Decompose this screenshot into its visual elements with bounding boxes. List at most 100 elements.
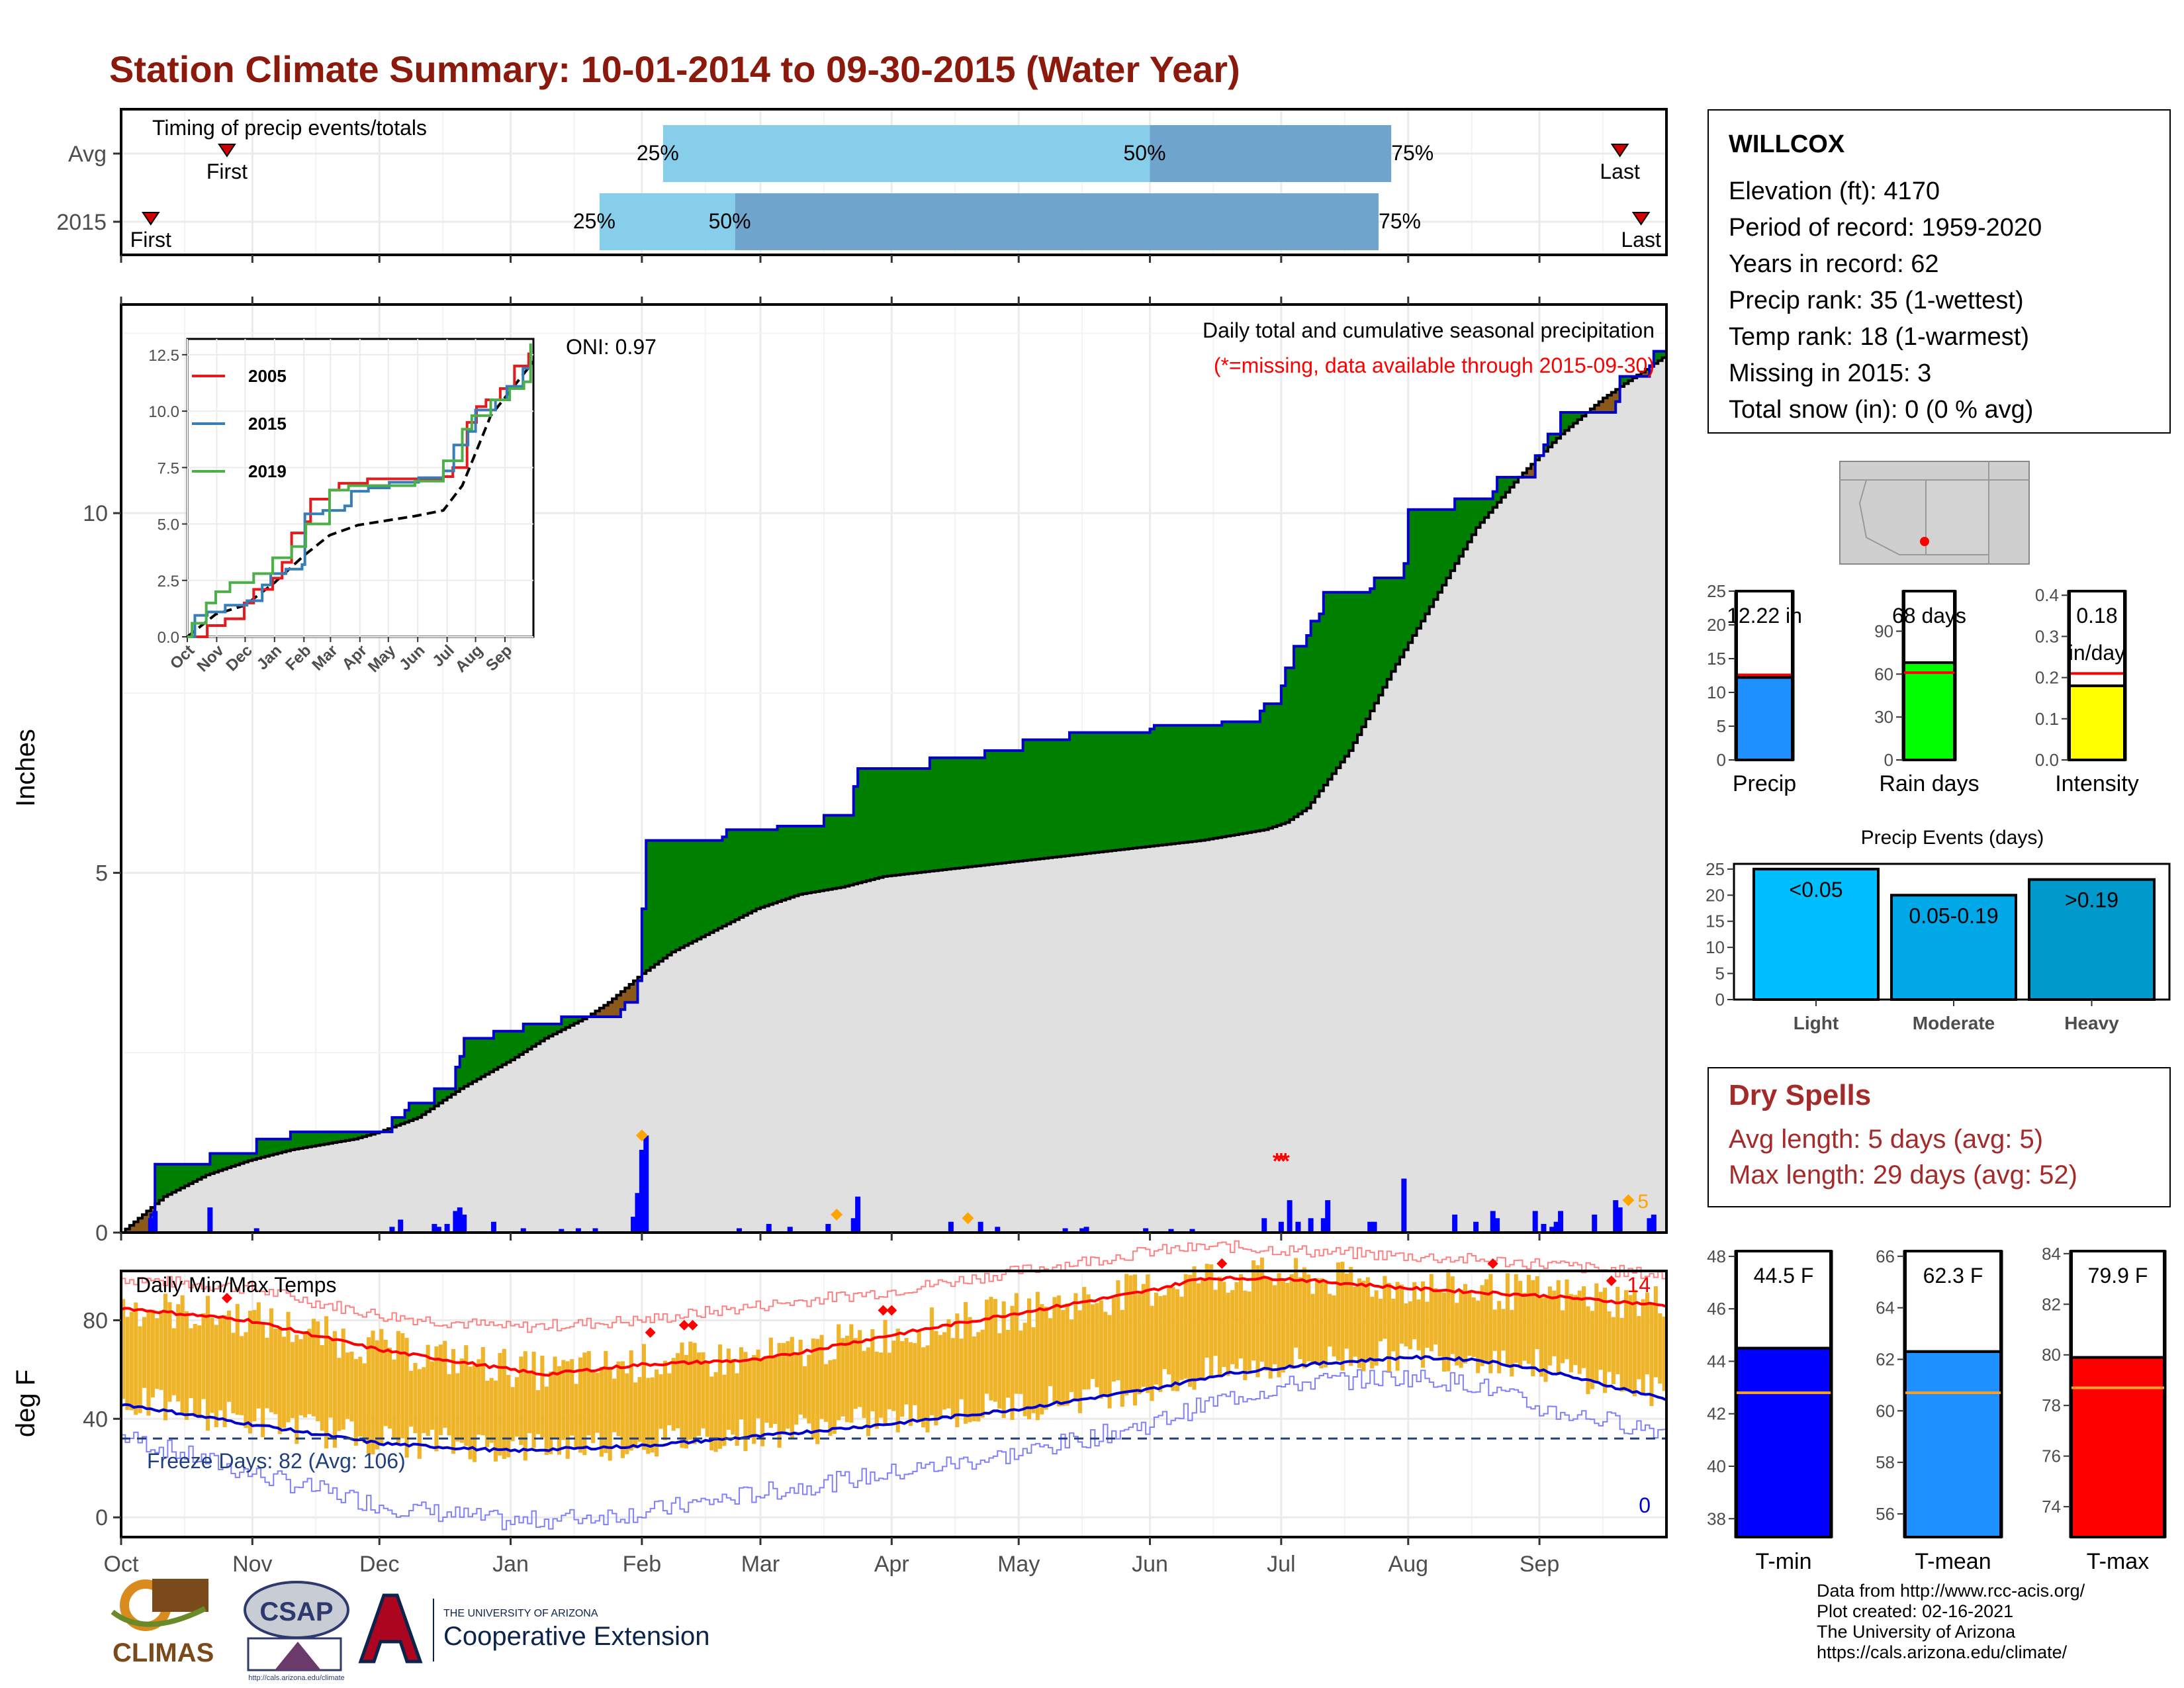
precip-above-avg-fill bbox=[781, 825, 786, 900]
temp-daily-bar bbox=[328, 1338, 333, 1418]
temp-daily-bar bbox=[163, 1293, 168, 1421]
temp-daily-bar bbox=[718, 1344, 723, 1449]
climas-swoosh-icon bbox=[111, 1606, 206, 1627]
temp-daily-bar bbox=[1234, 1282, 1239, 1369]
dry-spells-box: Dry Spells Avg length: 5 days (avg: 5) M… bbox=[1707, 1067, 2171, 1207]
temp-daily-bar bbox=[222, 1315, 227, 1427]
temp-daily-bar bbox=[341, 1329, 345, 1430]
precip-above-avg-fill bbox=[201, 1164, 206, 1178]
precip-above-avg-fill bbox=[1535, 455, 1540, 460]
precip-above-avg-fill bbox=[870, 769, 876, 880]
precip-total-y-tick-label: 5 bbox=[1717, 716, 1726, 736]
precip-above-avg-fill bbox=[277, 1139, 283, 1153]
temp-daily-bar bbox=[1404, 1303, 1408, 1346]
precip-above-avg-fill bbox=[1226, 722, 1231, 837]
temp-record-high-marker bbox=[678, 1319, 690, 1331]
temp-daily-bar bbox=[582, 1352, 587, 1456]
precip-above-avg-fill bbox=[1361, 592, 1367, 727]
precip-above-avg-fill bbox=[519, 1031, 524, 1055]
precip-above-avg-fill bbox=[1048, 739, 1053, 858]
temp-daily-bar bbox=[1298, 1277, 1302, 1360]
temp-daily-bar bbox=[1273, 1285, 1277, 1364]
temp-daily-bar bbox=[752, 1354, 756, 1444]
precip-above-avg-fill bbox=[1027, 739, 1032, 861]
temp-daily-bar bbox=[426, 1344, 430, 1436]
precip-above-avg-fill bbox=[1365, 592, 1371, 720]
precip-above-avg-fill bbox=[1124, 732, 1130, 849]
temp-daily-bar bbox=[388, 1347, 392, 1429]
temp-daily-bar bbox=[1450, 1276, 1455, 1354]
temp-record-high-marker bbox=[1606, 1275, 1617, 1286]
ua-logo: THE UNIVERSITY OF ARIZONA Cooperative Ex… bbox=[358, 1593, 709, 1664]
precip-above-avg-fill bbox=[743, 829, 749, 915]
precip-above-avg-fill bbox=[858, 769, 863, 883]
temp-daily-bar bbox=[904, 1338, 909, 1405]
temp-daily-bar bbox=[1361, 1280, 1366, 1372]
precip-total-y-tick-label: 15 bbox=[1707, 649, 1726, 669]
temp-daily-bar bbox=[756, 1349, 760, 1419]
temp-daily-bar bbox=[1505, 1273, 1510, 1367]
intensity-y-tick-label: 0.4 bbox=[2035, 585, 2059, 605]
precip-daily-bar bbox=[1367, 1221, 1373, 1233]
temp-daily-bar bbox=[768, 1337, 773, 1428]
temp-daily-bar bbox=[1328, 1293, 1332, 1347]
temp-daily-bar bbox=[980, 1329, 985, 1418]
precip-above-avg-fill bbox=[823, 815, 829, 890]
precip-daily-bar bbox=[639, 1150, 645, 1233]
precip-above-avg-fill bbox=[1404, 563, 1409, 650]
precip-daily-bar bbox=[1549, 1227, 1555, 1233]
temp-daily-bar bbox=[523, 1351, 527, 1461]
intensity-y-tick-label: 0.2 bbox=[2035, 668, 2059, 688]
precip-above-avg-fill bbox=[252, 1153, 257, 1160]
precip-above-avg-fill bbox=[1099, 732, 1104, 853]
precip-above-avg-fill bbox=[358, 1131, 363, 1138]
csap-mountain-icon bbox=[275, 1642, 321, 1670]
precip-above-avg-fill bbox=[713, 840, 719, 931]
temp-daily-bar bbox=[1582, 1286, 1586, 1368]
precip-daily-bar bbox=[435, 1227, 441, 1233]
temp-daily-bar bbox=[443, 1340, 447, 1428]
rain-days-y-tick-label: 0 bbox=[1884, 750, 1893, 770]
dry-spells-title: Dry Spells bbox=[1729, 1079, 1872, 1111]
precip-above-avg-fill bbox=[426, 1103, 431, 1112]
temp-daily-bar bbox=[828, 1360, 833, 1436]
temp-daily-bar bbox=[256, 1302, 261, 1409]
precip-daily-bar bbox=[457, 1207, 463, 1233]
temp-daily-bar bbox=[1611, 1317, 1615, 1384]
temp-daily-bar bbox=[480, 1346, 485, 1436]
precip-above-avg-fill bbox=[684, 840, 689, 946]
tmin-category-label: T-min bbox=[1756, 1549, 1812, 1574]
precip-above-avg-fill bbox=[514, 1031, 520, 1058]
precip-above-avg-fill bbox=[1336, 592, 1342, 768]
precip-above-avg-fill bbox=[768, 829, 774, 905]
temp-daily-bar bbox=[1353, 1286, 1357, 1357]
precip-below-avg-fill bbox=[1590, 408, 1595, 413]
precip-daily-bar bbox=[592, 1228, 598, 1233]
temp-daily-bar bbox=[1196, 1283, 1201, 1379]
precip-above-avg-fill bbox=[1658, 351, 1663, 361]
temp-daily-bar bbox=[692, 1342, 697, 1444]
precip-total-y-tick-label: 0 bbox=[1717, 750, 1726, 770]
temp-daily-bar bbox=[684, 1354, 688, 1449]
timing-bar-50-75 bbox=[735, 193, 1379, 250]
temp-daily-bar bbox=[913, 1342, 917, 1405]
precip-above-avg-fill bbox=[417, 1103, 422, 1118]
temp-daily-bar bbox=[404, 1338, 409, 1458]
precip-above-avg-fill bbox=[1328, 592, 1333, 780]
temp-daily-bar bbox=[985, 1299, 989, 1394]
temp-daily-bar bbox=[430, 1361, 435, 1430]
temp-daily-bar bbox=[514, 1377, 520, 1437]
precip-below-avg-fill bbox=[134, 1221, 139, 1233]
precip-above-avg-fill bbox=[269, 1139, 274, 1156]
tmax-y-tick-label: 84 bbox=[2042, 1244, 2061, 1264]
precip-above-avg-fill bbox=[895, 769, 901, 875]
temp-daily-bar bbox=[531, 1351, 536, 1448]
temp-daily-bar bbox=[248, 1311, 252, 1434]
temp-daily-bar bbox=[1205, 1264, 1209, 1358]
precip-above-avg-fill bbox=[1298, 646, 1303, 814]
precip-above-avg-fill bbox=[422, 1103, 427, 1115]
precip-above-avg-fill bbox=[752, 829, 757, 912]
temp-daily-bar bbox=[349, 1351, 354, 1422]
temp-y-tick-label: 40 bbox=[83, 1407, 108, 1432]
temp-daily-bar bbox=[1179, 1296, 1184, 1380]
